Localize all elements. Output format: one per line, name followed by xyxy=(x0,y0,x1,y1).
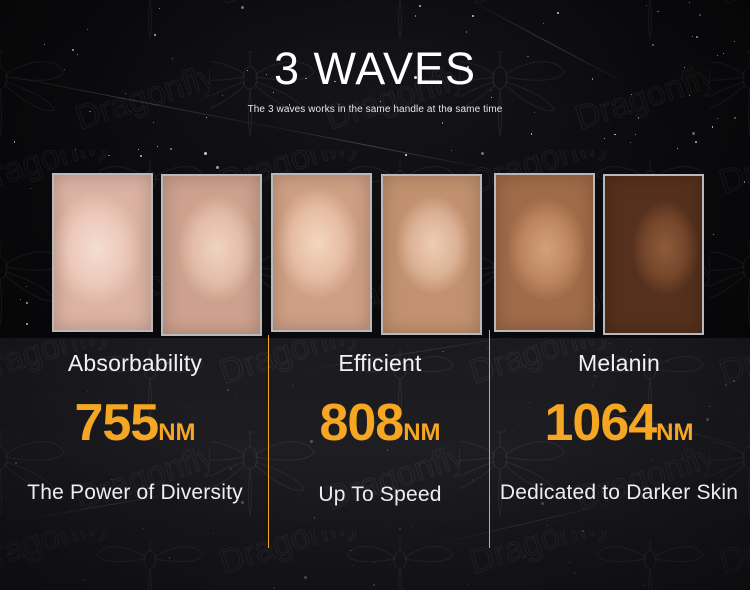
photo-image xyxy=(163,176,260,334)
column-description: Dedicated to Darker Skin xyxy=(499,481,739,504)
photo-curly-hair-woman xyxy=(603,174,704,335)
wavelength-number: 808 xyxy=(319,394,404,452)
photo-vignette xyxy=(273,175,370,330)
photo-smiling-woman xyxy=(494,173,595,332)
column-label: Efficient xyxy=(338,350,422,376)
page-subtitle: The 3 waves works in the same handle at … xyxy=(247,104,503,115)
wavelength-unit: NM xyxy=(158,419,196,446)
wavelength-value: 808NM xyxy=(270,397,490,449)
column-label: Absorbability xyxy=(67,350,203,376)
column-divider-left xyxy=(268,335,269,548)
wavelength-unit: NM xyxy=(656,419,694,446)
photo-vignette xyxy=(605,176,702,333)
column-description: Up To Speed xyxy=(318,483,442,506)
wavelength-value: 755NM xyxy=(10,397,260,449)
header: 3 WAVES The 3 waves works in the same ha… xyxy=(0,46,750,115)
page-title: 3 WAVES xyxy=(273,43,477,94)
photo-dark-hair-woman xyxy=(381,174,482,335)
wavelength-value: 1064NM xyxy=(494,397,744,449)
photo-image xyxy=(54,175,151,330)
photo-blonde-woman xyxy=(52,173,153,332)
photo-brunette-updo-woman xyxy=(161,174,262,336)
wavelength-column-808: Efficient 808NM Up To Speed xyxy=(270,352,490,510)
photo-strip xyxy=(0,173,750,336)
wavelength-column-1064: Melanin 1064NM Dedicated to Darker Skin xyxy=(494,352,744,508)
photo-image xyxy=(383,176,480,333)
wavelength-columns: Absorbability 755NM The Power of Diversity… xyxy=(0,352,750,567)
wavelength-unit: NM xyxy=(403,419,441,446)
photo-vignette xyxy=(383,176,480,333)
photo-vignette xyxy=(496,175,593,330)
photo-image xyxy=(496,175,593,330)
photo-image xyxy=(605,176,702,333)
photo-red-lips-woman xyxy=(271,173,372,332)
wavelength-column-755: Absorbability 755NM The Power of Diversity xyxy=(10,352,260,508)
photo-vignette xyxy=(54,175,151,330)
wavelength-number: 755 xyxy=(74,394,159,452)
column-divider-right xyxy=(489,330,490,548)
photo-image xyxy=(273,175,370,330)
wavelength-number: 1064 xyxy=(544,394,657,452)
photo-vignette xyxy=(163,176,260,334)
column-label: Melanin xyxy=(578,350,660,376)
column-description: The Power of Diversity xyxy=(27,481,243,504)
